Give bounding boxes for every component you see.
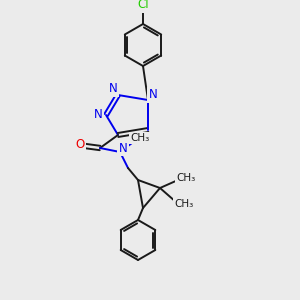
Text: N: N: [118, 142, 127, 154]
Text: N: N: [94, 107, 102, 121]
Text: CH₃: CH₃: [174, 199, 194, 209]
Text: CH₃: CH₃: [130, 133, 150, 143]
Text: N: N: [148, 88, 158, 101]
Text: N: N: [109, 82, 117, 95]
Text: CH₃: CH₃: [176, 173, 196, 183]
Text: O: O: [75, 139, 85, 152]
Text: Cl: Cl: [137, 0, 149, 11]
